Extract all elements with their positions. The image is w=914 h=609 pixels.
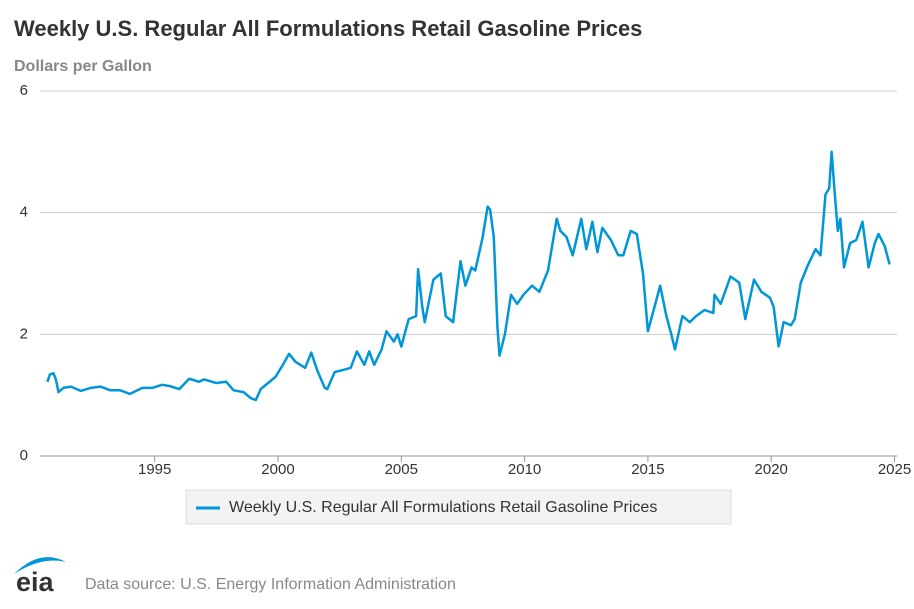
- x-tick-label: 1995: [138, 461, 171, 478]
- x-tick-label: 2025: [878, 461, 911, 478]
- chart-title: Weekly U.S. Regular All Formulations Ret…: [14, 16, 642, 41]
- y-tick-label: 2: [20, 325, 28, 342]
- y-tick-label: 4: [20, 204, 28, 221]
- y-tick-label: 0: [20, 447, 28, 464]
- y-tick-label: 6: [20, 82, 28, 99]
- x-tick-label: 2000: [261, 461, 294, 478]
- logo-arc: [14, 557, 66, 574]
- legend-box: [185, 489, 732, 525]
- logo-text: eia: [16, 567, 55, 597]
- logo: eia: [14, 557, 66, 597]
- source: Data source: U.S. Energy Information Adm…: [85, 576, 456, 593]
- x-tick-label: 2020: [755, 461, 788, 478]
- x-tick-label: 2010: [508, 461, 541, 478]
- axis-unit: Dollars per Gallon: [14, 58, 152, 75]
- series-line: [46, 150, 891, 402]
- x-tick-label: 2015: [631, 461, 664, 478]
- x-tick-label: 2005: [385, 461, 418, 478]
- legend-label: Weekly U.S. Regular All Formulations Ret…: [229, 499, 657, 516]
